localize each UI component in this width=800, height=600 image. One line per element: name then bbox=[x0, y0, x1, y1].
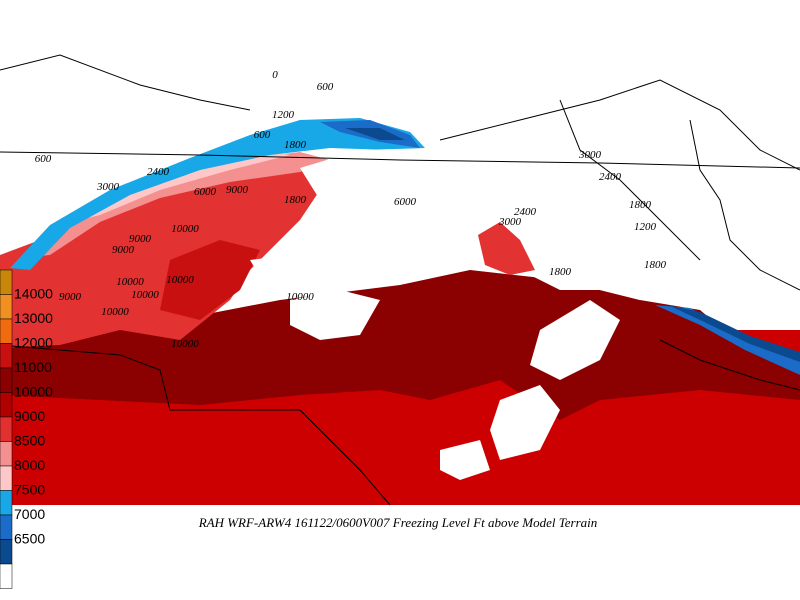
contour-label: 10000 bbox=[101, 306, 129, 318]
contour-label: 9000 bbox=[59, 291, 82, 303]
legend-swatch bbox=[0, 294, 13, 320]
contour-label: 3000 bbox=[96, 181, 120, 193]
legend-label: 12000 bbox=[14, 335, 53, 351]
contour-label: 10000 bbox=[166, 274, 194, 286]
contour-label: 10000 bbox=[286, 291, 314, 303]
state-line bbox=[0, 54, 251, 111]
state-line bbox=[0, 151, 800, 169]
contour-label: 600 bbox=[35, 153, 52, 165]
contour-label: 2400 bbox=[514, 206, 537, 218]
field bbox=[0, 60, 800, 600]
pink-blob bbox=[478, 222, 535, 275]
red-area-upper bbox=[160, 240, 260, 320]
white-hole bbox=[440, 440, 490, 480]
contour-label: 1800 bbox=[629, 199, 652, 211]
legend-label: 8500 bbox=[14, 433, 45, 449]
legend-swatch bbox=[0, 465, 13, 491]
legend-swatch bbox=[0, 416, 13, 442]
legend-swatch bbox=[0, 490, 13, 516]
legend-swatch bbox=[0, 514, 13, 540]
light-pink bbox=[60, 150, 290, 225]
contour-label: 1200 bbox=[634, 221, 657, 233]
contour-label: 3000 bbox=[498, 216, 522, 228]
legend-swatch bbox=[0, 539, 13, 565]
legend-label: 7500 bbox=[14, 482, 45, 498]
legend-label: 7000 bbox=[14, 506, 45, 522]
coast-dark bbox=[668, 305, 800, 362]
contour-label: 1800 bbox=[284, 139, 307, 151]
contour-label: 1800 bbox=[549, 266, 572, 278]
legend-label: 11000 bbox=[14, 359, 52, 375]
contour-label: 10000 bbox=[131, 289, 159, 301]
legend-label: 10000 bbox=[14, 384, 53, 400]
white-hole bbox=[290, 290, 380, 340]
legend-swatch bbox=[0, 269, 13, 295]
legend-swatch bbox=[0, 343, 13, 369]
legend-swatch bbox=[0, 441, 13, 467]
caption: RAH WRF-ARW4 161122/0600V007 Freezing Le… bbox=[198, 515, 598, 530]
legend: 14000 13000 12000 11000 10000 9000 8500 8000 750… bbox=[0, 269, 53, 589]
blue-darker bbox=[345, 128, 405, 140]
pink-fringe bbox=[20, 152, 330, 258]
legend-label: 14000 bbox=[14, 286, 53, 302]
bottom-blank bbox=[0, 505, 800, 600]
contour-label: 0 bbox=[272, 69, 278, 81]
contour-label: 2400 bbox=[147, 166, 170, 178]
legend-label: 8000 bbox=[14, 457, 45, 473]
coast-blue bbox=[655, 305, 800, 375]
contour-label: 600 bbox=[254, 129, 271, 141]
contour-label: 3000 bbox=[578, 149, 602, 161]
legend-swatch bbox=[0, 367, 13, 393]
coast-line bbox=[689, 119, 800, 291]
contour-label: 6000 bbox=[194, 186, 217, 198]
white-hole bbox=[250, 255, 320, 285]
legend-swatch bbox=[0, 563, 13, 589]
contour-label: 9000 bbox=[226, 184, 249, 196]
contour-label: 9000 bbox=[112, 244, 135, 256]
contour-label: 9000 bbox=[129, 233, 152, 245]
white-hole bbox=[490, 385, 560, 460]
contour-label: 10000 bbox=[171, 338, 199, 350]
white-hole bbox=[530, 300, 620, 380]
county-line bbox=[559, 99, 701, 261]
white-hole bbox=[320, 225, 420, 265]
contour-label: 1800 bbox=[284, 194, 307, 206]
legend-swatch bbox=[0, 392, 13, 418]
county-line bbox=[659, 339, 800, 391]
contour-label: 10000 bbox=[116, 276, 144, 288]
legend-label: 13000 bbox=[14, 310, 53, 326]
legend-label: 9000 bbox=[14, 408, 45, 424]
state-line bbox=[439, 79, 800, 171]
legend-label: 6500 bbox=[14, 531, 45, 547]
contour-label: 10000 bbox=[171, 223, 199, 235]
contour-label: 1800 bbox=[644, 259, 667, 271]
state-line bbox=[0, 344, 391, 506]
contour-label: 6000 bbox=[394, 196, 417, 208]
contour-label: 600 bbox=[317, 81, 334, 93]
contour-label: 2400 bbox=[599, 171, 622, 183]
legend-swatch bbox=[0, 318, 13, 344]
boundaries bbox=[0, 54, 800, 506]
contour-label: 1200 bbox=[272, 109, 295, 121]
contour-labels: 0600120060060018002400300018009000900010… bbox=[35, 69, 667, 350]
white-north bbox=[300, 60, 800, 300]
